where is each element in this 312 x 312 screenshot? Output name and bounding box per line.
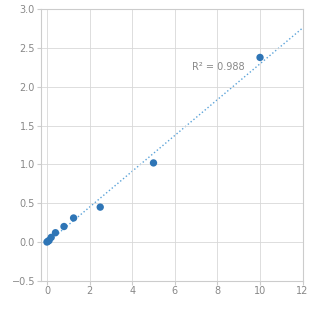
Point: [46, 238, 51, 243]
Text: R² = 0.988: R² = 0.988: [192, 62, 245, 72]
Point: [151, 160, 156, 165]
Point: [44, 240, 49, 245]
Point: [49, 235, 54, 240]
Point: [71, 216, 76, 221]
Point: [98, 205, 103, 210]
Point: [61, 224, 66, 229]
Point: [46, 239, 51, 244]
Point: [257, 55, 262, 60]
Point: [53, 230, 58, 235]
